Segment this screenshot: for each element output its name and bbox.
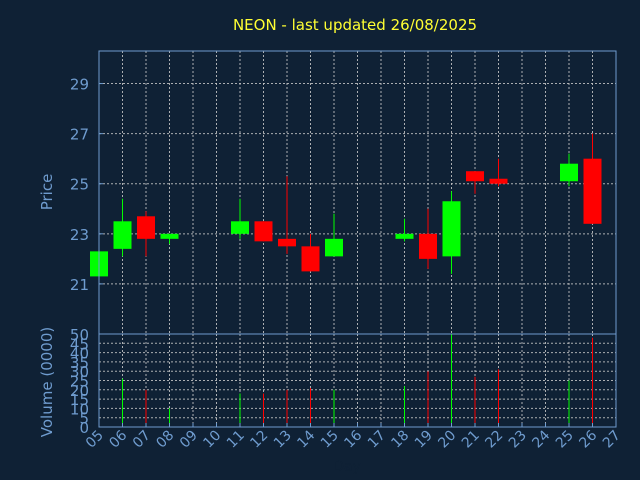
x-tick-label: 17 <box>365 428 389 452</box>
volume-tick-label: 40 <box>70 345 89 363</box>
x-tick-label: 11 <box>224 428 248 452</box>
volume-tick-label: 35 <box>70 354 89 372</box>
x-tick-label: 21 <box>459 428 483 452</box>
x-tick-label: 06 <box>106 427 130 451</box>
candle-body <box>278 238 296 247</box>
x-tick-label: 15 <box>318 428 342 452</box>
candle-body <box>231 221 249 234</box>
candle-body <box>583 158 602 224</box>
volume-grid <box>98 333 617 428</box>
candle-body <box>301 246 320 272</box>
volume-tick-label: 20 <box>70 382 89 400</box>
price-tick-label: 23 <box>70 226 89 244</box>
x-tick-label: 25 <box>553 428 577 452</box>
x-tick-label: 18 <box>388 428 412 452</box>
x-axis-label: Day <box>333 459 361 475</box>
candle-body <box>442 201 461 257</box>
candle-body <box>160 233 179 239</box>
candle-body <box>325 238 343 257</box>
x-tick-label: 12 <box>247 428 271 452</box>
x-tick-label: 10 <box>200 428 224 452</box>
x-tick-label: 26 <box>576 427 600 451</box>
candle-body <box>560 163 578 182</box>
x-tick-label: 16 <box>341 427 365 451</box>
x-tick-label: 22 <box>482 428 506 452</box>
price-grid <box>98 51 617 334</box>
volume-tick-label: 30 <box>70 363 89 381</box>
volume-tick-label: 25 <box>70 373 89 391</box>
volume-tick-label: 50 <box>70 326 89 344</box>
price-panel: 21 23 25 27 29 <box>70 50 617 335</box>
x-tick-label: 19 <box>412 428 436 452</box>
volume-tick-label: 10 <box>70 400 89 418</box>
volume-tick-label: 0 <box>79 419 89 437</box>
x-tick-label: 20 <box>435 428 459 452</box>
price-tick-label: 29 <box>70 76 89 94</box>
chart-title: NEON - last updated 26/08/2025 <box>233 16 477 34</box>
candle-body <box>113 221 132 249</box>
x-tick-label: 08 <box>153 428 177 452</box>
volume-axis-label: Volume (0000) <box>38 327 56 437</box>
candle-body <box>489 178 508 184</box>
price-tick-label: 25 <box>70 176 89 194</box>
x-tick-label: 13 <box>271 428 295 452</box>
volume-tick-label: 15 <box>70 391 89 409</box>
x-tick-label: 14 <box>294 427 318 451</box>
y-axis-label: Price <box>38 174 56 211</box>
price-tick-label: 27 <box>70 126 89 144</box>
candle-body <box>254 221 273 242</box>
volume-bars <box>122 334 593 427</box>
volume-tick-label: 5 <box>79 410 89 428</box>
x-tick-label: 24 <box>529 427 553 451</box>
x-tick-label: 23 <box>506 428 530 452</box>
price-tick-label: 21 <box>70 276 89 294</box>
candles <box>90 133 602 277</box>
candle-body <box>419 233 437 259</box>
x-tick-label: 27 <box>600 428 624 452</box>
candle-body <box>137 216 155 239</box>
x-tick-label: 09 <box>177 428 201 452</box>
candle-body <box>395 233 414 239</box>
price-axis: 21 23 25 27 29 <box>70 76 103 294</box>
x-tick-label: 07 <box>130 428 154 452</box>
candle-body <box>466 171 484 182</box>
volume-tick-label: 45 <box>70 335 89 353</box>
